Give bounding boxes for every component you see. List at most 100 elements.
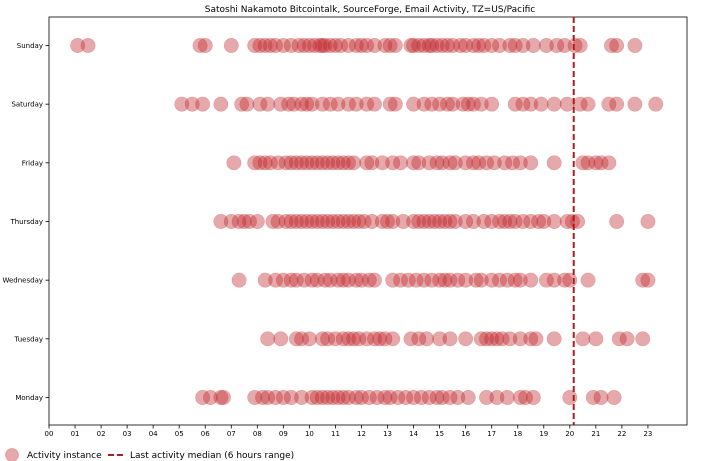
activity-point xyxy=(450,272,466,288)
activity-point xyxy=(492,272,508,288)
activity-point xyxy=(382,389,398,405)
x-tick-label: 13 xyxy=(383,430,392,438)
activity-point xyxy=(601,155,617,171)
activity-point xyxy=(294,389,310,405)
activity-point xyxy=(575,331,591,347)
activity-point xyxy=(458,331,474,347)
activity-point xyxy=(80,37,96,53)
activity-point xyxy=(257,272,273,288)
activity-point xyxy=(450,389,466,405)
activity-point xyxy=(416,37,432,53)
activity-point xyxy=(367,37,383,53)
activity-point xyxy=(572,96,588,112)
activity-point xyxy=(322,272,338,288)
activity-point xyxy=(445,96,461,112)
activity-point xyxy=(494,331,510,347)
activity-point xyxy=(356,214,372,230)
activity-point xyxy=(294,155,310,171)
activity-point xyxy=(359,96,375,112)
activity-point xyxy=(390,389,406,405)
activity-point xyxy=(348,96,364,112)
activity-point xyxy=(268,37,284,53)
activity-point xyxy=(439,37,455,53)
activity-point xyxy=(484,331,500,347)
activity-point xyxy=(434,155,450,171)
activity-point xyxy=(257,37,273,53)
activity-point xyxy=(351,331,367,347)
activity-point xyxy=(562,272,578,288)
x-tick-label: 12 xyxy=(357,430,366,438)
activity-point xyxy=(309,272,325,288)
activity-point xyxy=(460,389,476,405)
activity-point xyxy=(283,155,299,171)
activity-point xyxy=(546,214,562,230)
activity-point xyxy=(367,272,383,288)
activity-point xyxy=(314,155,330,171)
activity-point xyxy=(270,155,286,171)
activity-point xyxy=(380,214,396,230)
activity-point xyxy=(546,96,562,112)
x-tick-label: 16 xyxy=(461,430,470,438)
activity-point xyxy=(317,37,333,53)
legend-marker-activity xyxy=(5,448,19,461)
x-tick-label: 08 xyxy=(253,430,262,438)
activity-point xyxy=(635,331,651,347)
activity-point xyxy=(283,389,299,405)
activity-point xyxy=(348,389,364,405)
y-tick-label: Sunday xyxy=(17,42,43,50)
x-tick-label: 17 xyxy=(487,430,496,438)
activity-point xyxy=(601,96,617,112)
activity-point xyxy=(385,272,401,288)
activity-point xyxy=(296,272,312,288)
activity-point xyxy=(262,37,278,53)
plot-frame xyxy=(48,16,688,426)
activity-point xyxy=(351,214,367,230)
activity-point xyxy=(260,331,276,347)
activity-point xyxy=(299,96,315,112)
activity-point xyxy=(484,214,500,230)
activity-point xyxy=(406,155,422,171)
activity-point xyxy=(465,37,481,53)
activity-point xyxy=(424,96,440,112)
activity-point xyxy=(382,37,398,53)
activity-point xyxy=(489,389,505,405)
activity-point xyxy=(268,272,284,288)
activity-point xyxy=(593,389,609,405)
activity-point xyxy=(502,214,518,230)
y-tick-label: Wednesday xyxy=(2,277,43,285)
activity-point xyxy=(421,389,437,405)
activity-point xyxy=(247,389,263,405)
activity-point xyxy=(411,331,427,347)
legend-label-median: Last activity median (6 hours range) xyxy=(130,451,294,461)
activity-point xyxy=(330,155,346,171)
activity-point xyxy=(330,272,346,288)
activity-point xyxy=(546,155,562,171)
activity-point xyxy=(255,389,271,405)
activity-point xyxy=(635,272,651,288)
activity-point xyxy=(223,37,239,53)
activity-point xyxy=(413,389,429,405)
activity-point xyxy=(265,214,281,230)
legend-label-activity: Activity instance xyxy=(27,451,102,461)
x-tick-label: 05 xyxy=(175,430,184,438)
activity-point xyxy=(603,37,619,53)
activity-point xyxy=(432,331,448,347)
activity-point xyxy=(320,214,336,230)
activity-point xyxy=(275,272,291,288)
activity-point xyxy=(294,331,310,347)
activity-point xyxy=(299,214,315,230)
activity-point xyxy=(447,155,463,171)
activity-point xyxy=(434,37,450,53)
activity-point xyxy=(377,37,393,53)
activity-point xyxy=(611,331,627,347)
activity-point xyxy=(268,389,284,405)
activity-point xyxy=(252,96,268,112)
activity-point xyxy=(184,96,200,112)
activity-point xyxy=(231,272,247,288)
activity-point xyxy=(531,214,547,230)
activity-point xyxy=(327,37,343,53)
activity-point xyxy=(367,96,383,112)
activity-point xyxy=(455,96,471,112)
activity-point xyxy=(301,331,317,347)
